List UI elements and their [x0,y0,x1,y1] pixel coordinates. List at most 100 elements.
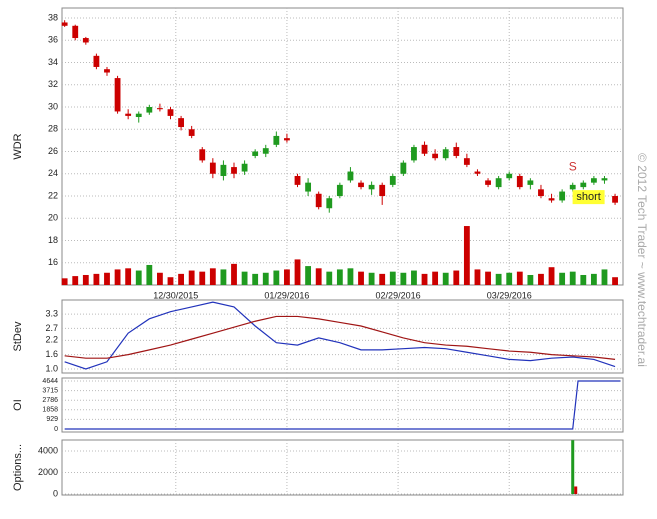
y-axis-title: Options... [12,444,24,491]
candle-body [400,162,407,174]
y-tick-label: 22 [48,190,58,200]
volume-bar [220,269,227,285]
volume-bar [347,268,354,285]
volume-bar [580,274,587,285]
y-tick-label: 30 [48,101,58,111]
candle-body [72,25,79,39]
candle-body [273,135,280,145]
volume-bar [601,269,608,285]
candle-body [61,22,68,26]
candle-body [114,78,121,112]
y-tick-label: 16 [48,257,58,267]
candle-body [125,113,132,116]
y-tick-label: 4000 [38,445,58,455]
volume-bar [114,269,121,285]
y-tick-label: 929 [46,416,58,423]
candle-body [506,173,513,179]
candle-body [284,138,290,141]
volume-bar [167,277,174,285]
volume-bar [241,271,248,285]
candle-body [495,178,502,188]
candle-body [432,153,439,159]
series-line [64,315,616,360]
candle-body [474,171,481,174]
annotation-box [572,190,605,205]
candle-body [93,55,100,67]
volume-bar [294,259,301,285]
candle-body [379,184,386,197]
volume-bar [400,272,407,285]
candle-body [146,107,153,113]
y-tick-label: 20 [48,213,58,223]
candle-body [368,184,375,190]
bar [574,486,578,495]
volume-bar [432,271,439,285]
y-tick-label: 34 [48,57,58,67]
volume-bar [442,272,449,285]
volume-bar [82,274,89,285]
volume-bar [559,272,566,285]
volume-bar [463,226,470,285]
volume-bar [284,269,290,285]
candle-body [326,198,333,209]
candle-body [548,198,555,201]
candle-body [485,180,491,185]
series-line [64,301,616,370]
candle-body [262,148,269,154]
volume-bar [104,272,110,285]
candle-body [590,178,597,183]
candle-body [601,178,608,181]
volume-bar [156,272,163,285]
volume-bar [548,267,555,285]
x-tick-label: 01/29/2016 [264,290,309,300]
volume-bar [612,277,618,285]
volume-bar [453,270,460,285]
y-tick-label: 1.0 [45,363,58,373]
x-tick-label: 03/29/2016 [487,290,532,300]
candle-body [347,171,354,181]
candle-body [516,175,523,188]
y-tick-label: 32 [48,79,58,89]
volume-bar [590,273,597,285]
candle-body [188,129,195,136]
y-tick-label: 24 [48,168,58,178]
y-tick-label: 36 [48,35,58,45]
candle-body [559,191,566,201]
watermark: © 2012 Tech Trader ~ www.techtrader.ai [635,153,649,367]
y-tick-label: 1858 [42,407,58,414]
volume-bar [485,271,491,285]
volume-bar [199,271,206,285]
y-axis-title: OI [12,399,24,411]
candle-body [612,196,618,203]
volume-bar [252,273,259,285]
x-tick-label: 12/30/2015 [153,290,198,300]
volume-bar [516,271,523,285]
candle-body [442,149,449,159]
volume-bar [474,269,481,285]
y-tick-label: 26 [48,146,58,156]
candle-body [135,113,142,118]
candle-body [294,175,301,185]
y-tick-label: 28 [48,124,58,134]
volume-bar [262,272,269,285]
candle-body [104,69,110,73]
y-tick-label: 38 [48,12,58,22]
volume-bar [336,269,343,285]
y-tick-label: 1.6 [45,349,58,359]
candle-body [358,182,364,188]
annotation: S [569,159,577,173]
volume-bar [125,268,132,285]
candle-body [389,175,396,185]
volume-bar [178,273,184,285]
panel-frame [61,439,624,496]
candle-body [336,184,343,197]
volume-bar [61,278,68,285]
candle-body [156,108,163,110]
x-tick-label: 02/29/2016 [376,290,421,300]
volume-bar [72,276,79,285]
y-tick-label: 18 [48,235,58,245]
series-line [64,380,621,430]
volume-bar [569,271,576,285]
y-axis-title: StDev [12,321,24,351]
